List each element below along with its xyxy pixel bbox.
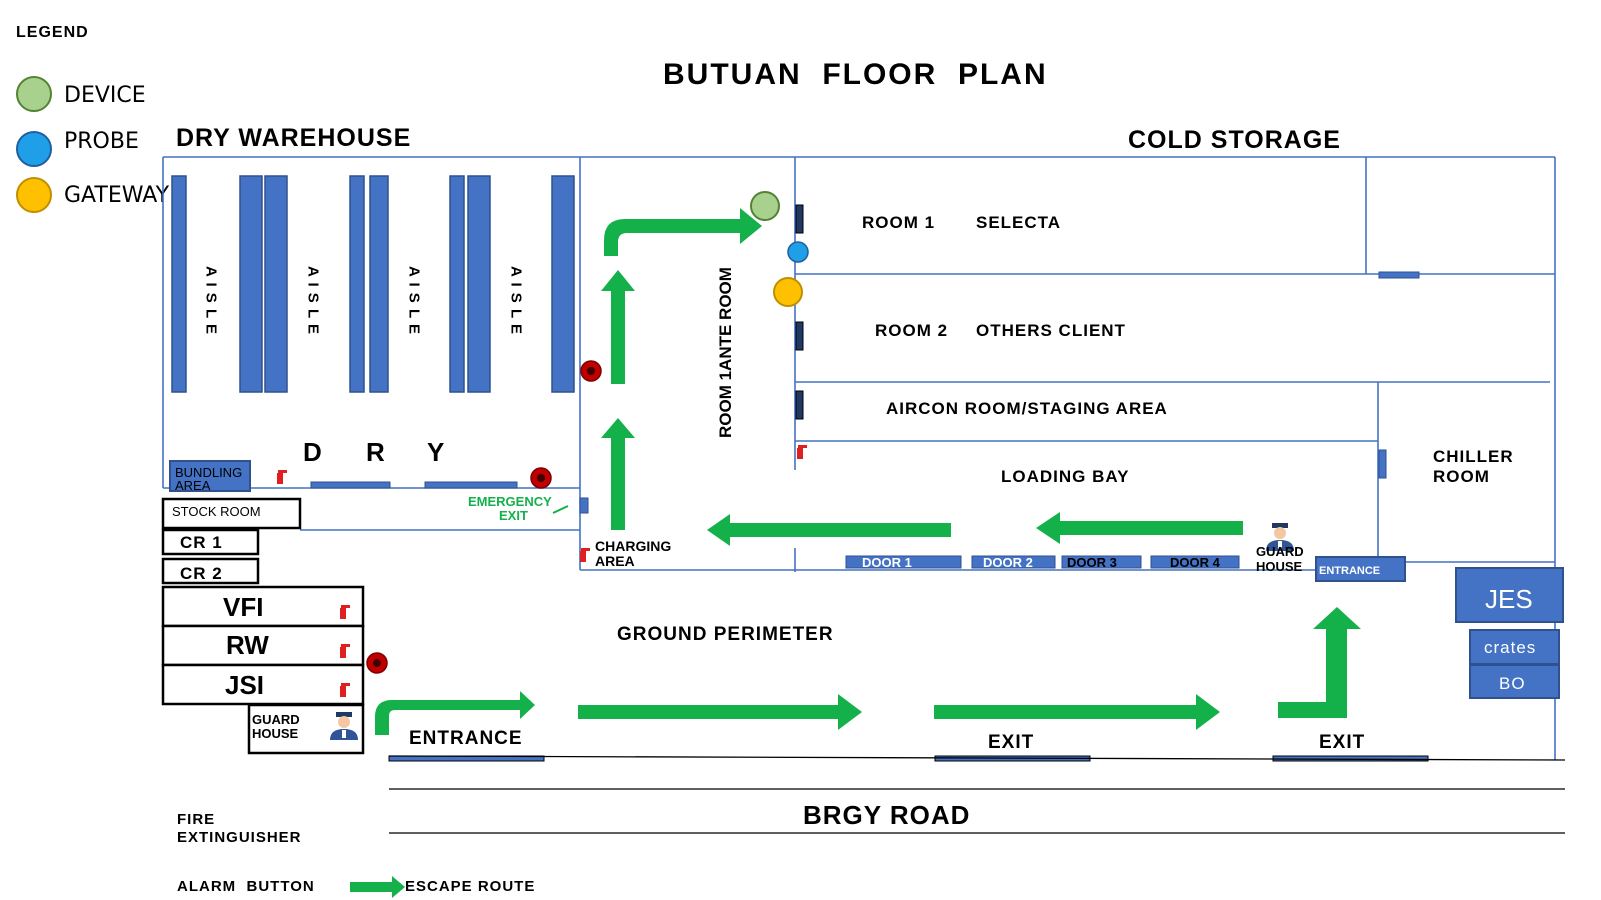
aisle-label: A I S L E bbox=[406, 266, 423, 335]
stock-room-label: STOCK ROOM bbox=[172, 504, 261, 519]
bo-block bbox=[1469, 664, 1560, 699]
legend-probe-label: PROBE bbox=[64, 129, 139, 154]
chiller-room-label-1: CHILLER bbox=[1433, 447, 1514, 466]
legend-device-label: DEVICE bbox=[64, 83, 146, 108]
entrance-label: ENTRANCE bbox=[409, 728, 523, 749]
room2-label: ROOM 2 bbox=[875, 321, 948, 340]
room-door bbox=[795, 321, 804, 351]
bundling-area-label-2: AREA bbox=[175, 478, 211, 493]
road-label: BRGY ROAD bbox=[803, 800, 970, 830]
dry-bench bbox=[310, 481, 391, 489]
perimeter-fence bbox=[388, 755, 1566, 761]
cr2-label: CR 2 bbox=[180, 564, 223, 583]
door-1-label: DOOR 1 bbox=[862, 555, 912, 570]
loading-bay-label: LOADING BAY bbox=[1001, 467, 1129, 486]
dry-letter-r: R bbox=[366, 437, 385, 467]
crates-block bbox=[1469, 629, 1560, 665]
fire-extinguisher-icon bbox=[277, 470, 287, 484]
vfi-label: VFI bbox=[223, 592, 263, 622]
charging-area-label-2: AREA bbox=[595, 553, 635, 569]
legend-gateway-label: GATEWAY bbox=[64, 183, 170, 208]
alarm-button-icon bbox=[366, 652, 388, 674]
exit-label-2: EXIT bbox=[1319, 732, 1365, 753]
guard-house-right-label-2: HOUSE bbox=[1256, 559, 1303, 574]
room-door bbox=[1378, 449, 1387, 479]
jes-block bbox=[1455, 567, 1564, 623]
jsi-room bbox=[161, 663, 365, 706]
fire-extinguisher-icon bbox=[580, 548, 590, 562]
door-2-label: DOOR 2 bbox=[983, 555, 1033, 570]
aircon-room-label: AIRCON ROOM/STAGING AREA bbox=[886, 399, 1168, 418]
dry-letter-y: Y bbox=[427, 437, 444, 467]
rw-label: RW bbox=[226, 630, 269, 660]
door-4 bbox=[1150, 555, 1240, 569]
stock-room bbox=[161, 497, 302, 530]
dry-letter-d: D bbox=[303, 437, 322, 467]
charging-area-label-1: CHARGING bbox=[595, 538, 671, 554]
cr1-room bbox=[161, 528, 260, 556]
bundling-area bbox=[169, 460, 251, 492]
jsi-label: JSI bbox=[225, 670, 264, 700]
bo-label: BO bbox=[1499, 674, 1526, 693]
alarm-button-icon bbox=[530, 467, 552, 489]
aisle-label: A I S L E bbox=[203, 266, 220, 335]
emergency-exit-arrow bbox=[552, 505, 569, 514]
bundling-area-label-1: BUNDLING bbox=[175, 465, 242, 480]
door-3-label: DOOR 3 bbox=[1067, 555, 1117, 570]
vfi-room bbox=[161, 585, 365, 628]
fire-extinguisher-legend-2: EXTINGUISHER bbox=[177, 829, 302, 846]
aisle-labels: A I S L E A I S L E A I S L E A I S L E bbox=[203, 266, 525, 335]
door-1 bbox=[845, 555, 962, 569]
fire-extinguisher-icon bbox=[797, 445, 807, 459]
room1-label: ROOM 1 bbox=[862, 213, 935, 232]
cr1-label: CR 1 bbox=[180, 533, 223, 552]
aisle-label: A I S L E bbox=[508, 266, 525, 335]
guard-house-left-label-2: HOUSE bbox=[252, 726, 299, 741]
aisle-racks bbox=[171, 175, 575, 393]
room-door bbox=[795, 204, 804, 234]
probe-icon bbox=[787, 241, 809, 263]
dry-bench bbox=[424, 481, 518, 489]
crates-label: crates bbox=[1484, 638, 1536, 657]
rw-room bbox=[161, 624, 365, 667]
dry-warehouse-heading: DRY WAREHOUSE bbox=[176, 124, 411, 152]
plan-title: BUTUAN FLOOR PLAN bbox=[663, 58, 1048, 91]
alarm-button-legend: ALARM BUTTON bbox=[177, 878, 315, 895]
room2-client-label: OTHERS CLIENT bbox=[976, 321, 1126, 340]
jes-label: JES bbox=[1485, 584, 1533, 614]
emergency-exit-door bbox=[579, 497, 589, 514]
device-icon bbox=[750, 191, 780, 221]
ground-perimeter-label: GROUND PERIMETER bbox=[617, 624, 834, 645]
cold-storage-heading: COLD STORAGE bbox=[1128, 126, 1341, 154]
ante-room-label: ROOM 1ANTE ROOM bbox=[716, 267, 735, 438]
aisle-label: A I S L E bbox=[305, 266, 322, 335]
guard-house-right-label-1: GUARD bbox=[1256, 544, 1304, 559]
escape-route-arrows bbox=[375, 208, 1361, 735]
legend-heading: LEGEND bbox=[16, 24, 89, 41]
alarm-button-icon bbox=[580, 360, 602, 382]
door-4-label: DOOR 4 bbox=[1170, 555, 1221, 570]
room-door bbox=[1378, 271, 1420, 279]
entrance-box bbox=[1315, 556, 1406, 582]
door-2 bbox=[971, 555, 1056, 569]
emergency-exit-label-2: EXIT bbox=[499, 508, 528, 523]
escape-route-legend: ESCAPE ROUTE bbox=[405, 878, 535, 895]
device-legend-icon bbox=[16, 76, 52, 112]
chiller-room-label-2: ROOM bbox=[1433, 467, 1490, 486]
guard-house-left-label-1: GUARD bbox=[252, 712, 300, 727]
cr2-room bbox=[161, 557, 260, 585]
door-3 bbox=[1061, 555, 1142, 569]
room-door bbox=[795, 390, 804, 420]
gateway-icon bbox=[773, 277, 803, 307]
fire-extinguisher-legend-1: FIRE bbox=[177, 811, 215, 828]
room1-client-label: SELECTA bbox=[976, 213, 1061, 232]
entrance-box-label: ENTRANCE bbox=[1319, 565, 1380, 577]
emergency-exit-label-1: EMERGENCY bbox=[468, 494, 552, 509]
escape-route-legend-icon bbox=[350, 876, 405, 898]
gateway-legend-icon bbox=[16, 177, 52, 213]
probe-legend-icon bbox=[16, 131, 52, 167]
exit-label-1: EXIT bbox=[988, 732, 1034, 753]
